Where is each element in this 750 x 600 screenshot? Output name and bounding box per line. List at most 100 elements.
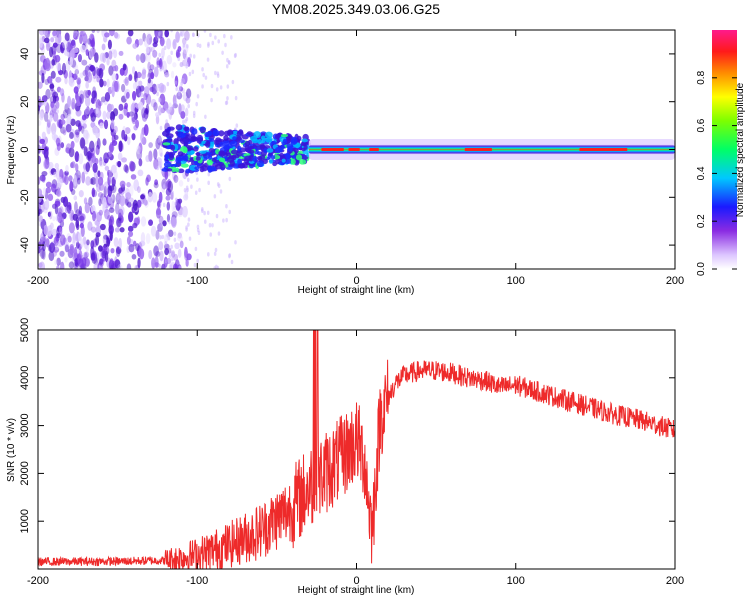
noise-blob bbox=[80, 238, 85, 248]
noise-blob bbox=[167, 229, 174, 238]
noise-blob bbox=[136, 199, 142, 208]
noise-blob bbox=[50, 183, 57, 193]
faint-noise-blob bbox=[158, 263, 162, 269]
noise-blob bbox=[74, 262, 79, 269]
noise-blob bbox=[75, 163, 79, 172]
noise-blob bbox=[69, 56, 74, 67]
noise-blob bbox=[99, 258, 105, 267]
noise-blob bbox=[106, 78, 110, 88]
noise-blob bbox=[138, 101, 144, 111]
noise-blob bbox=[109, 30, 115, 37]
transition-blob bbox=[285, 152, 290, 160]
noise-blob bbox=[80, 225, 85, 237]
noise-blob bbox=[98, 183, 105, 191]
noise-blob bbox=[66, 107, 73, 116]
faint-noise-blob bbox=[197, 230, 201, 236]
colorbar-tick-label: 0.6 bbox=[696, 118, 707, 132]
noise-blob bbox=[140, 52, 146, 64]
transition-blob bbox=[177, 131, 185, 138]
noise-blob bbox=[42, 236, 47, 243]
transition-blob bbox=[185, 134, 191, 141]
noise-blob bbox=[171, 216, 177, 228]
faint-noise-blob bbox=[224, 100, 228, 106]
noise-blob bbox=[182, 37, 187, 45]
noise-blob bbox=[97, 191, 104, 198]
faint-noise-blob bbox=[198, 187, 201, 193]
noise-blob bbox=[118, 50, 124, 56]
faint-noise-blob bbox=[219, 85, 223, 90]
transition-blob bbox=[271, 140, 277, 145]
noise-blob bbox=[135, 243, 140, 252]
noise-blob bbox=[79, 93, 84, 104]
transition-blob bbox=[246, 131, 253, 136]
faint-noise-blob bbox=[170, 30, 173, 33]
noise-blob bbox=[129, 184, 134, 197]
noise-blob bbox=[126, 182, 131, 188]
snr-ytick-label: 4000 bbox=[19, 366, 31, 390]
noise-blob bbox=[102, 196, 107, 209]
noise-blob bbox=[132, 222, 138, 229]
faint-noise-blob bbox=[224, 42, 227, 48]
noise-blob bbox=[146, 32, 152, 39]
noise-blob bbox=[186, 253, 192, 261]
noise-blob bbox=[90, 252, 96, 261]
noise-blob bbox=[85, 161, 91, 173]
noise-blob bbox=[154, 256, 159, 268]
noise-blob bbox=[185, 96, 191, 104]
faint-noise-blob bbox=[174, 197, 178, 202]
faint-noise-blob bbox=[188, 71, 192, 77]
spectrogram-ytick-label: 40 bbox=[19, 48, 31, 60]
noise-blob bbox=[56, 187, 61, 197]
transition-blob bbox=[207, 165, 212, 170]
transition-blob bbox=[207, 155, 213, 160]
transition-blob bbox=[290, 158, 296, 165]
transition-blob bbox=[257, 139, 263, 145]
noise-blob bbox=[42, 187, 47, 197]
noise-blob bbox=[185, 88, 192, 99]
noise-blob bbox=[74, 151, 80, 163]
noise-blob bbox=[145, 233, 151, 245]
noise-blob bbox=[141, 107, 146, 119]
noise-blob bbox=[115, 246, 122, 255]
noise-blob bbox=[129, 160, 135, 172]
noise-blob bbox=[50, 70, 56, 79]
noise-blob bbox=[145, 155, 151, 163]
transition-blob bbox=[237, 158, 243, 166]
faint-noise-blob bbox=[187, 103, 191, 109]
noise-blob bbox=[155, 229, 160, 240]
snr-xtick-label: -200 bbox=[27, 575, 49, 587]
noise-blob bbox=[162, 220, 167, 227]
noise-blob bbox=[104, 32, 110, 38]
noise-blob bbox=[77, 232, 82, 242]
noise-blob bbox=[111, 139, 118, 147]
spectrogram-xtick-label: 200 bbox=[666, 275, 684, 287]
spectrogram-xtick-label: -100 bbox=[186, 275, 208, 287]
noise-blob bbox=[153, 101, 158, 111]
noise-blob bbox=[144, 86, 150, 98]
noise-blob bbox=[156, 57, 160, 68]
noise-blob bbox=[82, 123, 87, 129]
transition-blob bbox=[194, 166, 200, 170]
snr-xtick-label: 0 bbox=[353, 575, 359, 587]
faint-noise-blob bbox=[183, 174, 187, 179]
noise-blob bbox=[86, 72, 93, 83]
transition-blob bbox=[301, 138, 308, 143]
transition-blob bbox=[253, 131, 262, 139]
noise-blob bbox=[125, 192, 132, 200]
noise-blob bbox=[49, 242, 56, 253]
noise-blob bbox=[40, 232, 44, 241]
noise-blob bbox=[104, 208, 110, 220]
noise-blob bbox=[184, 30, 190, 41]
faint-noise-blob bbox=[215, 87, 219, 92]
noise-blob bbox=[76, 31, 80, 40]
noise-blob bbox=[47, 193, 54, 202]
transition-blob bbox=[225, 152, 232, 157]
noise-blob bbox=[67, 113, 72, 125]
noise-blob bbox=[127, 30, 134, 37]
noise-blob bbox=[58, 216, 65, 223]
noise-blob bbox=[64, 32, 70, 42]
noise-blob bbox=[111, 85, 115, 98]
noise-blob bbox=[80, 44, 87, 53]
noise-blob bbox=[61, 92, 65, 103]
